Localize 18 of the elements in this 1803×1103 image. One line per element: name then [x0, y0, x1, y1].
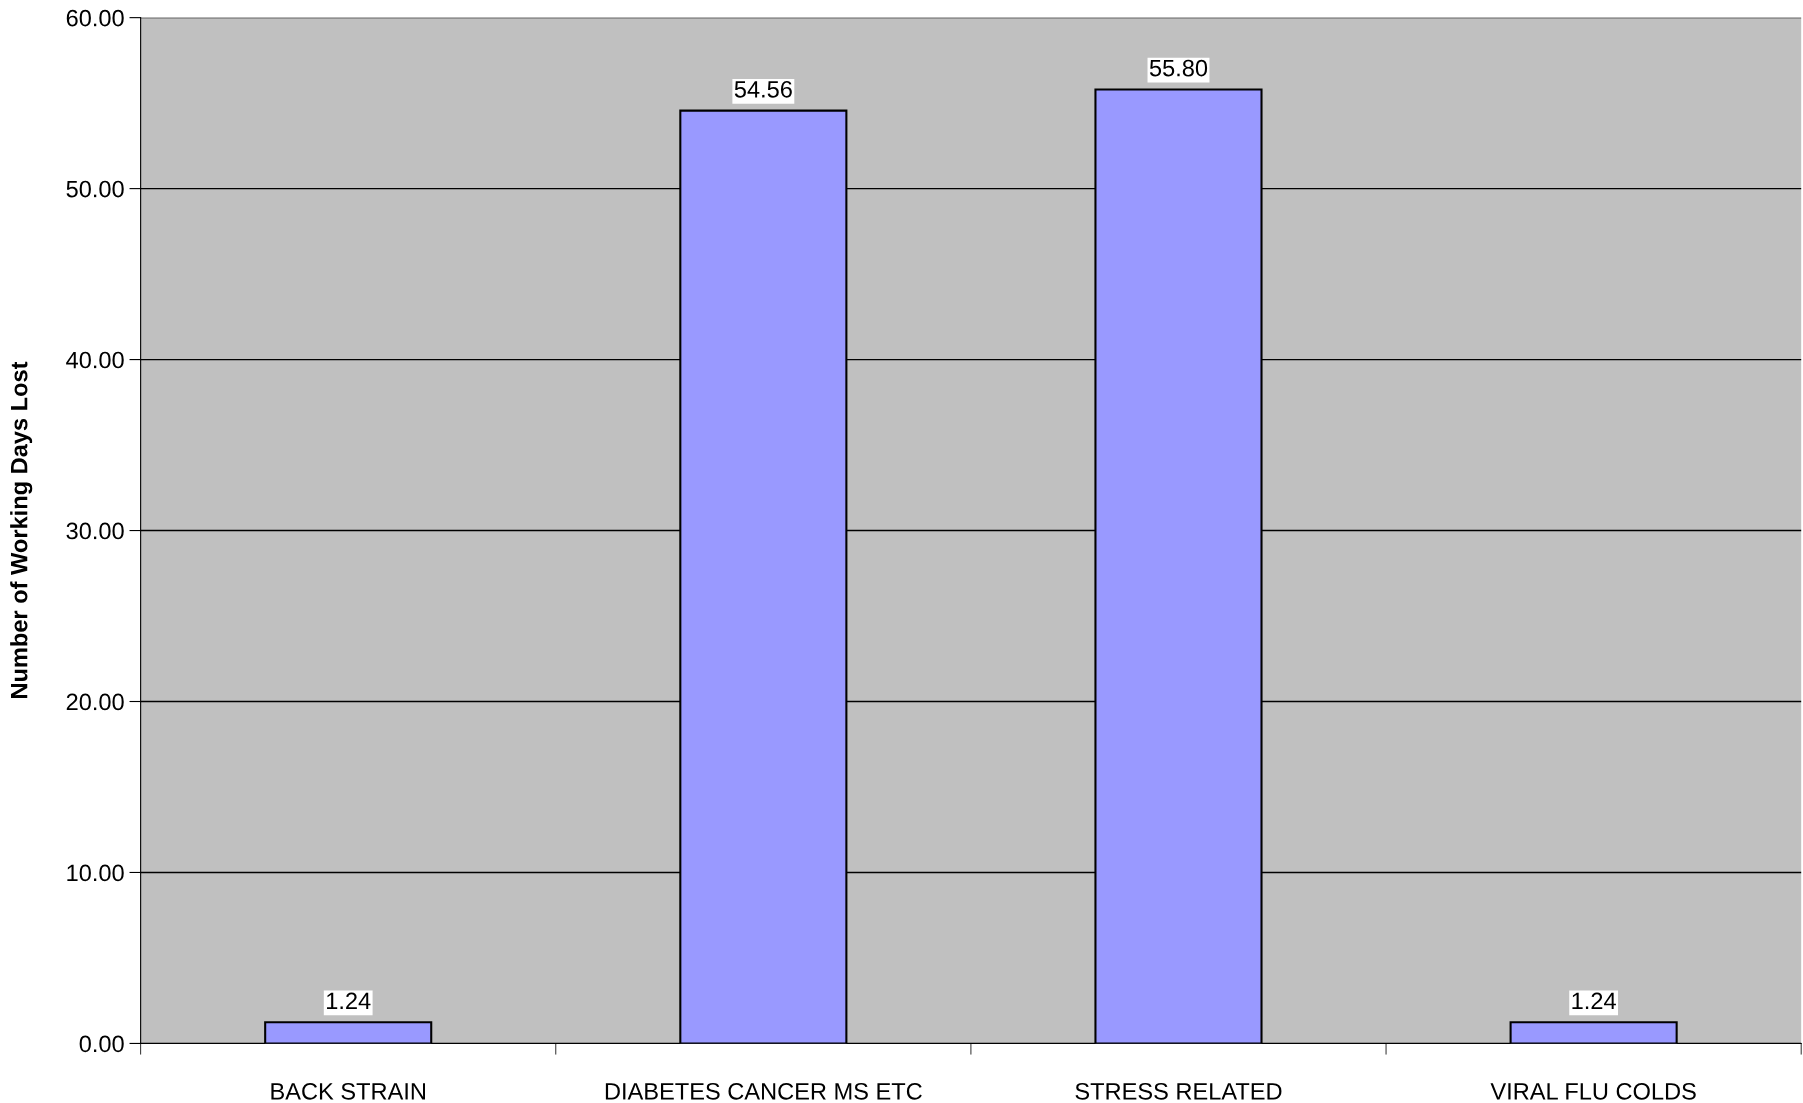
y-tick-label: 50.00: [66, 180, 124, 198]
y-tick-label: 40.00: [66, 351, 124, 369]
data-label: 54.56: [734, 80, 792, 98]
x-tick-label: STRESS RELATED: [1075, 1082, 1282, 1100]
data-label: 1.24: [327, 992, 371, 1010]
bar: [1509, 1021, 1678, 1044]
data-label: 55.80: [1149, 59, 1208, 77]
x-tick-label: BACK STRAIN: [271, 1082, 425, 1100]
y-tick-label: 10.00: [67, 864, 124, 882]
x-tick-label: VIRAL FLU COLDS: [1490, 1082, 1696, 1100]
y-tick-label: 60.00: [66, 9, 124, 27]
data-label: 1.24: [1572, 992, 1616, 1010]
y-tick-label: 30.00: [66, 522, 124, 540]
y-tick-label: 20.00: [66, 693, 124, 711]
bar: [264, 1021, 433, 1044]
y-axis-title: Number of Working Days Lost: [10, 361, 33, 698]
y-tick-label: 0.00: [79, 1035, 124, 1053]
x-tick-label: DIABETES CANCER MS ETC: [605, 1082, 922, 1100]
